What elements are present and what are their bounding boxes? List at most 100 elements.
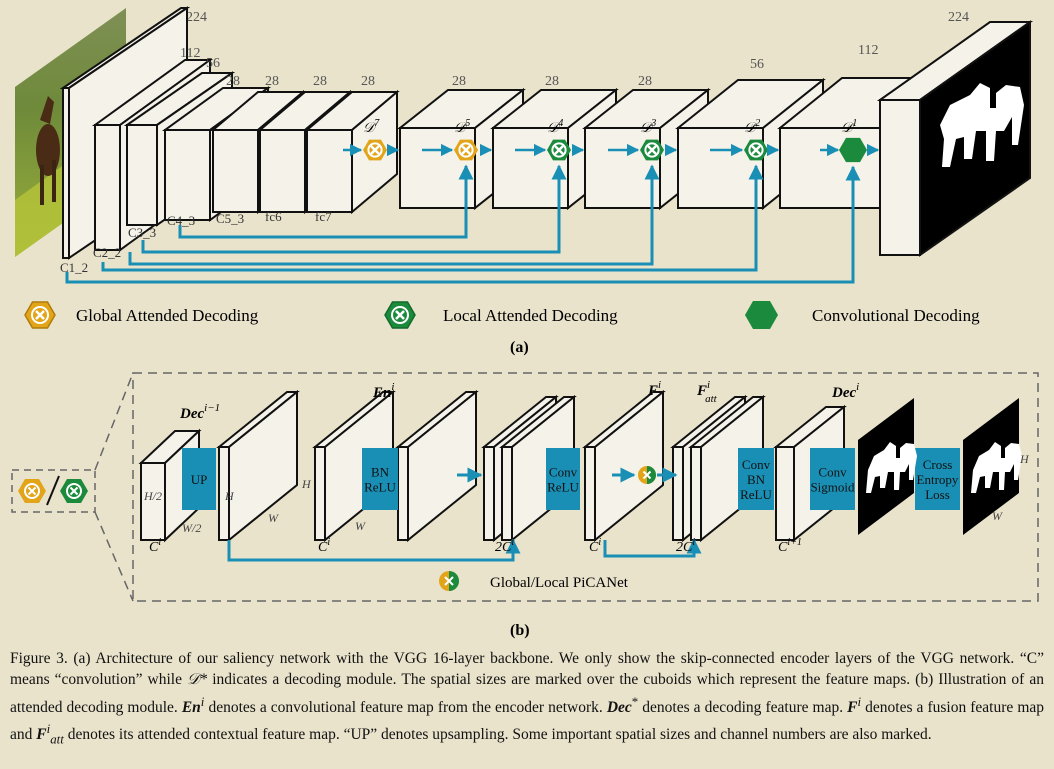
- channel-ci-1: Ci: [149, 537, 161, 555]
- channel-ci1: Ci+1: [778, 537, 802, 555]
- caption-part-6: denotes its attended contextual feature …: [63, 726, 932, 744]
- picanet-label: Global/Local PiCANet: [490, 575, 629, 591]
- module-dashed-box: [11, 372, 1039, 602]
- dim-h2: H/2: [143, 489, 162, 503]
- panel-a-label: (a): [510, 339, 529, 356]
- dim-w-3: W: [992, 509, 1003, 523]
- svg-text:Conv: Conv: [742, 457, 771, 472]
- dim-h-2: H: [301, 477, 312, 491]
- decoder-size-label: 28: [452, 74, 466, 89]
- dim-w2: W/2: [182, 521, 201, 535]
- module-channels: Ci Ci 2Ci Ci 2Ci Ci+1: [149, 537, 802, 555]
- encoder-size-label: 28: [265, 74, 279, 89]
- encoder-size-label: 28: [226, 74, 240, 89]
- legend-local-label: Local Attended Decoding: [443, 306, 618, 325]
- convolutional-decoding-icon: [839, 137, 867, 163]
- decoder-size-label: 28: [638, 74, 652, 89]
- decoder-size-label: 112: [858, 43, 878, 58]
- svg-text:Conv: Conv: [818, 465, 847, 480]
- svg-text:Conv: Conv: [549, 465, 578, 480]
- en-processed-block: [395, 389, 479, 543]
- legend-conv-label: Convolutional Decoding: [812, 306, 980, 325]
- output-saliency-map: [876, 20, 1034, 257]
- ground-truth-map: [963, 398, 1022, 535]
- module-skip-lines: [227, 538, 702, 562]
- f-att-label: Fi att: [696, 379, 718, 405]
- encoder-blocks: C1_2 C2_2 C3_3 C4_3 C5_3 fc6 fc7 112 56 28 28 28 28: [59, 6, 400, 275]
- figure-caption: Figure 3. (a) Architecture of our salien…: [10, 648, 1044, 750]
- svg-text:Cross: Cross: [923, 457, 953, 472]
- decoder-size-label: 28: [545, 74, 559, 89]
- en-label: Eni: [372, 381, 394, 401]
- caption-part-3: denotes a convolutional feature map from…: [204, 698, 607, 716]
- local-attended-decoding-icon: [60, 479, 88, 503]
- picanet-legend: Global/Local PiCANet: [439, 571, 629, 591]
- skip-connection: [141, 164, 567, 254]
- svg-text:Loss: Loss: [925, 487, 950, 502]
- svg-text:ReLU: ReLU: [547, 480, 579, 495]
- legend-global: Global Attended Decoding: [24, 301, 259, 329]
- caption-fatt-sup: i: [46, 721, 51, 737]
- global-attended-decoding-icon: [363, 139, 387, 161]
- caption-fatt-sub: att: [50, 731, 64, 747]
- caption-en: En: [181, 698, 201, 716]
- dim-w-1: W: [268, 511, 279, 525]
- svg-text:Entropy: Entropy: [917, 472, 959, 487]
- legend-local: Local Attended Decoding: [384, 301, 618, 329]
- svg-text:UP: UP: [191, 472, 208, 487]
- caption-dec: Dec: [606, 698, 632, 716]
- output-size-label: 224: [948, 10, 969, 25]
- caption-part-2: indicates a decoding module. The spatial…: [10, 671, 1044, 716]
- svg-text:BN: BN: [371, 465, 390, 480]
- up-box: UP: [182, 448, 216, 510]
- decoder-module-label: 𝒟3: [640, 118, 656, 136]
- f-label: Fi: [647, 379, 661, 399]
- encoder-block-fc7: [304, 89, 400, 215]
- upsampled-block: [216, 389, 300, 543]
- legend-conv: Convolutional Decoding: [745, 301, 980, 329]
- caption-dstar: 𝒟*: [187, 671, 208, 689]
- local-attended-decoding-icon: [640, 139, 664, 161]
- global-attended-decoding-icon: [454, 139, 478, 161]
- decoder-module-label: 𝒟7: [363, 118, 380, 136]
- channel-ci-2: Ci: [318, 537, 330, 555]
- decoder-module-label: 𝒟5: [454, 118, 470, 136]
- decoder-module-label: 𝒟2: [744, 118, 760, 136]
- caption-fatt: F: [36, 726, 47, 744]
- channel-2ci-2: 2Ci: [676, 537, 695, 555]
- predicted-map: [858, 398, 917, 535]
- svg-text:BN: BN: [747, 472, 766, 487]
- encoder-layer-label: C5_3: [216, 211, 244, 226]
- skip-connection: [65, 165, 861, 284]
- dim-h-3: H: [1019, 452, 1030, 466]
- skip-connection: [178, 164, 474, 239]
- caption-en-sup: i: [200, 693, 205, 709]
- picanet-icon: [439, 571, 459, 591]
- encoder-size-label: 28: [361, 74, 375, 89]
- channel-ci-3: Ci: [589, 537, 601, 555]
- caption-part-4: denotes a decoding feature map.: [638, 698, 848, 716]
- dec-label: Deci: [831, 381, 859, 401]
- skip-connection: [128, 164, 660, 266]
- local-attended-decoding-icon: [744, 139, 768, 161]
- dim-w-2: W: [355, 519, 366, 533]
- input-size-label: 224: [186, 10, 207, 25]
- decoder-module-label: 𝒟1: [841, 118, 857, 136]
- caption-part-1: Figure 3. (a) Architecture of our salien…: [10, 650, 1044, 689]
- local-attended-decoding-icon: [547, 139, 571, 161]
- encoder-layer-label: fc6: [265, 209, 282, 224]
- panel-b-label: (b): [510, 622, 530, 639]
- encoder-layer-label: C3_3: [128, 225, 156, 240]
- svg-text:ReLU: ReLU: [364, 480, 396, 495]
- panel-b-symbols: Deci−1 Eni Fi Fi att Deci: [179, 379, 859, 422]
- decoder-size-label: 56: [750, 57, 764, 72]
- f-block: [582, 389, 666, 543]
- global-attended-decoding-icon: [24, 301, 56, 329]
- decoder-module-label: 𝒟4: [547, 118, 563, 136]
- module-dims: H/2 W/2 H W H W H W: [143, 452, 1030, 535]
- legend-global-label: Global Attended Decoding: [76, 306, 259, 325]
